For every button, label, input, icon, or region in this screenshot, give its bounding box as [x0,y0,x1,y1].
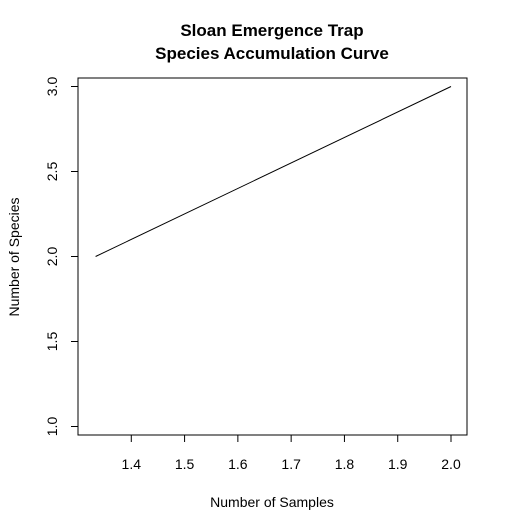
x-axis: 1.4 1.5 1.6 1.7 1.8 1.9 2.0 [122,434,461,472]
x-tick-label: 1.5 [175,456,195,472]
x-axis-title: Number of Samples [210,494,334,510]
x-tick-label: 1.4 [122,456,142,472]
chart-subtitle: Species Accumulation Curve [155,44,389,63]
y-tick-label: 1.0 [44,417,60,437]
x-tick-label: 1.9 [388,456,408,472]
y-tick-label: 2.5 [44,162,60,182]
x-tick-label: 2.0 [441,456,461,472]
x-tick-label: 1.6 [228,456,248,472]
series-layer [95,86,452,257]
y-axis: 1.0 1.5 2.0 2.5 3.0 [44,77,79,437]
x-tick-label: 1.7 [281,456,301,472]
chart-title: Sloan Emergence Trap [180,21,363,40]
x-tick-label: 1.8 [335,456,355,472]
plot-frame [77,77,468,436]
y-tick-label: 3.0 [44,77,60,97]
y-tick-label: 1.5 [44,332,60,352]
series-line [95,86,452,257]
y-axis-title: Number of Species [6,197,22,316]
y-tick-label: 2.0 [44,247,60,267]
